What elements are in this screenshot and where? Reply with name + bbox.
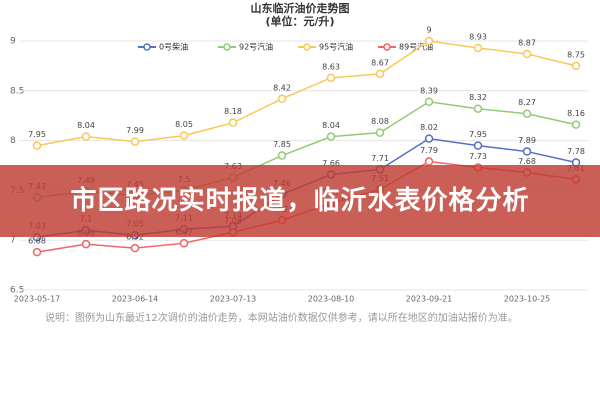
data-label: 7.66 — [322, 159, 340, 168]
data-label: 8.39 — [420, 86, 438, 95]
banner: 市区路况实时报道，临沂水表价格分析 — [0, 165, 600, 237]
data-label: 7.85 — [273, 140, 291, 149]
legend-marker — [383, 43, 391, 51]
series-line — [36, 40, 577, 147]
data-label: 8.93 — [469, 32, 487, 41]
data-label: 8.32 — [469, 93, 487, 102]
data-label: 8.16 — [567, 109, 585, 118]
data-point — [473, 141, 483, 150]
data-point — [522, 147, 532, 156]
chart-title: 山东临沂油价走势图 — [251, 1, 350, 15]
data-label: 7.73 — [469, 152, 487, 161]
x-tick-label: 2023-07-13 — [210, 295, 257, 304]
data-label: 8.04 — [322, 121, 340, 130]
data-point — [130, 243, 140, 253]
chart-subtitle: (单位：元/升) — [265, 14, 334, 28]
data-point — [424, 157, 434, 166]
data-point — [424, 134, 434, 143]
data-point — [571, 61, 581, 71]
data-point — [81, 132, 91, 141]
legend-label: 92号汽油 — [239, 42, 273, 52]
data-label: 8.02 — [420, 123, 438, 132]
legend-marker — [143, 43, 151, 51]
y-tick-label: 6.5 — [10, 286, 24, 296]
data-point — [375, 128, 385, 137]
data-point — [277, 151, 287, 160]
data-label: 8.27 — [518, 98, 536, 107]
y-tick-label: 9 — [10, 37, 16, 47]
legend-label: 89号汽油 — [399, 42, 433, 52]
data-label: 7.68 — [518, 157, 536, 166]
data-label: 9 — [426, 26, 431, 35]
legend-marker — [223, 43, 231, 51]
data-label: 7.99 — [126, 126, 144, 135]
legend-label: 95号汽油 — [319, 42, 353, 52]
data-label: 8.63 — [322, 62, 340, 71]
data-point — [130, 137, 140, 146]
data-label: 8.87 — [518, 38, 536, 47]
legend-marker — [303, 43, 311, 51]
data-point — [424, 97, 434, 107]
data-point — [522, 109, 532, 118]
data-label: 8.08 — [371, 117, 389, 126]
data-point — [326, 73, 336, 83]
data-label: 8.05 — [175, 120, 193, 129]
data-label: 7.79 — [420, 146, 438, 155]
data-point — [424, 36, 434, 46]
data-label: 7.95 — [469, 130, 487, 139]
data-label: 7.78 — [567, 147, 585, 156]
data-point — [571, 120, 581, 129]
x-tick-label: 2023-05-17 — [14, 295, 61, 304]
data-point — [473, 104, 483, 113]
x-tick-label: 2023-09-21 — [406, 295, 453, 304]
x-tick-label: 2023-06-14 — [112, 295, 159, 304]
y-tick-label: 8.5 — [10, 86, 24, 96]
data-label: 8.67 — [371, 58, 389, 67]
y-tick-label: 7 — [10, 236, 16, 246]
data-point — [32, 247, 42, 257]
data-point — [179, 238, 189, 248]
data-label: 8.42 — [273, 83, 291, 92]
data-label: 7.71 — [371, 154, 389, 163]
data-point — [326, 132, 336, 141]
data-point — [473, 43, 483, 53]
footnote: 说明：图例为山东最近12次调价的油价走势，本网站油价数据仅供参考，请以所在地区的… — [45, 313, 518, 324]
data-label: 6.88 — [28, 237, 46, 246]
legend-label: 0号柴油 — [159, 42, 188, 52]
data-point — [179, 131, 189, 140]
x-tick-label: 2023-08-10 — [308, 295, 355, 304]
data-point — [522, 49, 532, 59]
data-label: 8.18 — [224, 107, 242, 116]
data-point — [277, 94, 287, 104]
data-point — [32, 141, 42, 150]
data-point — [81, 239, 91, 249]
data-label: 8.04 — [77, 121, 95, 130]
data-label: 7.89 — [518, 136, 536, 145]
data-label: 8.75 — [567, 50, 585, 59]
y-tick-label: 8 — [10, 136, 16, 146]
data-label: 7.95 — [28, 130, 46, 139]
data-label: 6.92 — [126, 233, 144, 242]
data-point — [228, 118, 238, 127]
data-point — [375, 69, 385, 79]
x-tick-label: 2023-10-25 — [504, 295, 551, 304]
